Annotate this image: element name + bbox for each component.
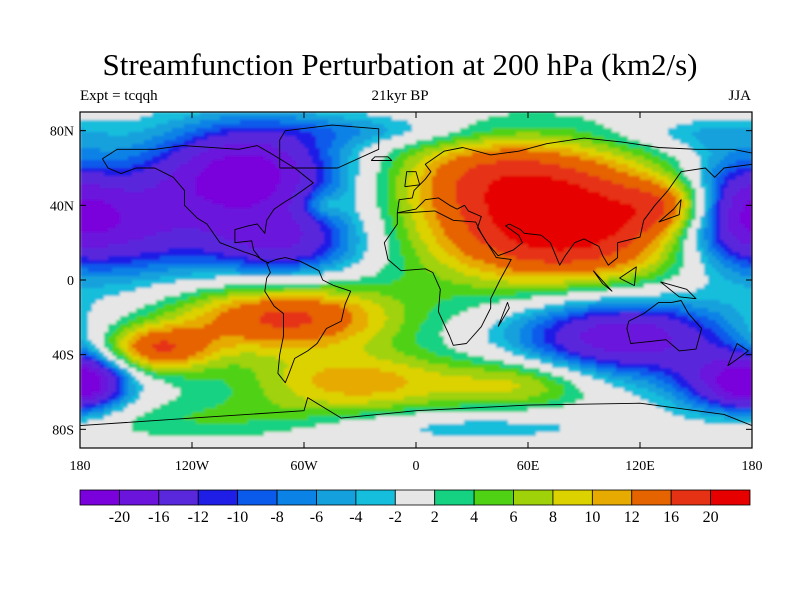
colorbar-label: 8 [549,509,557,526]
coastline-12 [497,301,510,327]
colorbar-label: -2 [389,509,402,526]
colorbar-label: -16 [148,509,169,526]
period-label: 21kyr BP [371,88,429,104]
coastline-13 [727,343,749,367]
lon-tick-label: 120E [625,459,655,474]
lon-tick-label: 120W [175,459,210,474]
colorbar-label: 4 [470,509,478,526]
experiment-label: Expt = tcqqh [80,88,158,104]
page-title: Streamfunction Perturbation at 200 hPa (… [102,47,698,82]
lon-tick-label: 180 [70,459,91,474]
colorbar-box [631,489,672,506]
lat-tick-label: 0 [67,274,74,289]
colorbar-box [513,489,554,506]
coastline-6 [404,171,421,188]
coastline-1 [264,257,352,384]
coastline-14 [80,397,752,427]
colorbar-label: -4 [349,509,362,526]
coastline-8 [658,199,682,223]
colorbar-label: 2 [431,509,439,526]
colorbar-box [79,489,120,506]
colorbar-box [355,489,396,506]
coastline-9 [592,270,613,292]
longitude-axis: 180 120W 60W 0 60E 120E 180 [70,112,763,474]
colorbar-label: -12 [188,509,209,526]
colorbar-box [434,489,475,506]
colorbar-label: 6 [510,509,518,526]
lat-tick-label: 40N [50,199,74,214]
lat-tick-label: 80S [52,423,74,438]
coastline-10 [619,266,637,287]
colorbar-label: -6 [310,509,323,526]
season-label: JJA [728,88,751,104]
latitude-axis: 80N 40N 0 40S 80S [50,125,752,438]
colorbar-box [710,489,751,506]
colorbar: -20 -16 -12 -10 -8 -6 -4 -2 2 4 6 8 10 12 16 20 [79,489,751,526]
colorbar-box [316,489,357,506]
colorbar-box [158,489,199,506]
lon-tick-label: 0 [413,459,420,474]
colorbar-label: 16 [663,509,679,526]
colorbar-box [197,489,239,506]
colorbar-label: -20 [109,509,130,526]
colorbar-label: 20 [703,509,719,526]
lon-tick-label: 60W [290,459,318,474]
colorbar-box [394,489,436,506]
lon-tick-label: 180 [742,459,763,474]
lat-tick-label: 40S [52,349,74,364]
colorbar-box [552,489,593,506]
coastline-0 [102,145,314,264]
colorbar-box [276,489,317,506]
colorbar-label: -10 [227,509,248,526]
colorbar-box [119,489,160,506]
coastline-2 [383,210,512,346]
coastline-7 [370,156,393,161]
coastline-11 [660,281,697,300]
lon-tick-label: 60E [517,459,540,474]
colorbar-label: -8 [270,509,283,526]
lat-tick-label: 80N [50,125,74,140]
coastline-3 [396,137,752,266]
coastline-5 [279,124,380,169]
colorbar-box [473,489,514,506]
colorbar-box [670,489,711,506]
colorbar-box [591,489,633,506]
colorbar-label: 12 [624,509,640,526]
contour-field [80,112,752,448]
colorbar-box [237,489,278,506]
coastlines [80,124,752,427]
colorbar-label: 10 [584,509,600,526]
coastline-4 [626,300,703,352]
